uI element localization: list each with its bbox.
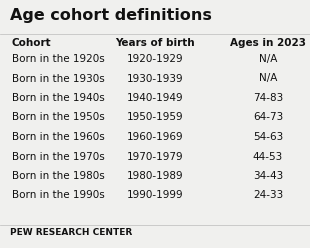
Text: 24-33: 24-33 [253, 190, 283, 200]
Text: Years of birth: Years of birth [115, 38, 195, 48]
Text: 74-83: 74-83 [253, 93, 283, 103]
Text: 1970-1979: 1970-1979 [127, 152, 183, 161]
Text: 1930-1939: 1930-1939 [127, 73, 183, 84]
Text: Born in the 1980s: Born in the 1980s [12, 171, 105, 181]
Text: Born in the 1990s: Born in the 1990s [12, 190, 105, 200]
Text: Born in the 1960s: Born in the 1960s [12, 132, 105, 142]
Text: 1950-1959: 1950-1959 [127, 113, 183, 123]
Text: 1920-1929: 1920-1929 [127, 54, 183, 64]
Text: 1980-1989: 1980-1989 [127, 171, 183, 181]
Text: Age cohort definitions: Age cohort definitions [10, 8, 212, 23]
Text: N/A: N/A [259, 54, 277, 64]
Text: 64-73: 64-73 [253, 113, 283, 123]
Text: Cohort: Cohort [12, 38, 52, 48]
Text: Born in the 1940s: Born in the 1940s [12, 93, 105, 103]
Text: 34-43: 34-43 [253, 171, 283, 181]
Text: Born in the 1920s: Born in the 1920s [12, 54, 105, 64]
Text: 1990-1999: 1990-1999 [127, 190, 183, 200]
Text: Born in the 1970s: Born in the 1970s [12, 152, 105, 161]
Text: Ages in 2023: Ages in 2023 [230, 38, 306, 48]
Text: 44-53: 44-53 [253, 152, 283, 161]
Text: Born in the 1950s: Born in the 1950s [12, 113, 105, 123]
Text: 1940-1949: 1940-1949 [127, 93, 183, 103]
Text: PEW RESEARCH CENTER: PEW RESEARCH CENTER [10, 228, 132, 237]
Text: 54-63: 54-63 [253, 132, 283, 142]
Text: 1960-1969: 1960-1969 [127, 132, 183, 142]
Text: N/A: N/A [259, 73, 277, 84]
Text: Born in the 1930s: Born in the 1930s [12, 73, 105, 84]
